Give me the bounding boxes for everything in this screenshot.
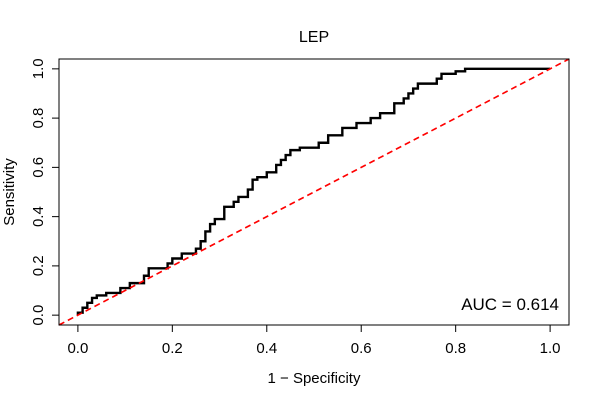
plot-frame bbox=[58, 58, 570, 326]
y-tick-label: 0.0 bbox=[30, 305, 47, 326]
y-tick-label: 1.0 bbox=[30, 58, 47, 79]
roc-curve-line bbox=[76, 67, 551, 316]
x-axis: 0.0 0.2 0.4 0.6 0.8 1.0 bbox=[67, 324, 561, 357]
x-tick-label: 0.4 bbox=[256, 340, 277, 357]
x-tick-label: 0.0 bbox=[67, 340, 88, 357]
chart-title: LEP bbox=[299, 29, 329, 46]
auc-annotation: AUC = 0.614 bbox=[461, 295, 559, 314]
y-axis: 0.0 0.2 0.4 0.6 0.8 1.0 bbox=[30, 58, 60, 326]
y-tick-label: 0.6 bbox=[30, 157, 47, 178]
y-tick-label: 0.8 bbox=[30, 108, 47, 129]
y-axis-title: Sensitivity bbox=[1, 158, 18, 226]
x-tick-label: 0.6 bbox=[351, 340, 372, 357]
x-tick-label: 1.0 bbox=[540, 340, 561, 357]
reference-diagonal-line bbox=[58, 58, 570, 326]
x-tick-label: 0.8 bbox=[445, 340, 466, 357]
y-tick-label: 0.4 bbox=[30, 206, 47, 227]
x-tick-label: 0.2 bbox=[162, 340, 183, 357]
y-tick-label: 0.2 bbox=[30, 255, 47, 276]
x-axis-title: 1 − Specificity bbox=[268, 370, 361, 387]
plot-area bbox=[58, 58, 570, 326]
